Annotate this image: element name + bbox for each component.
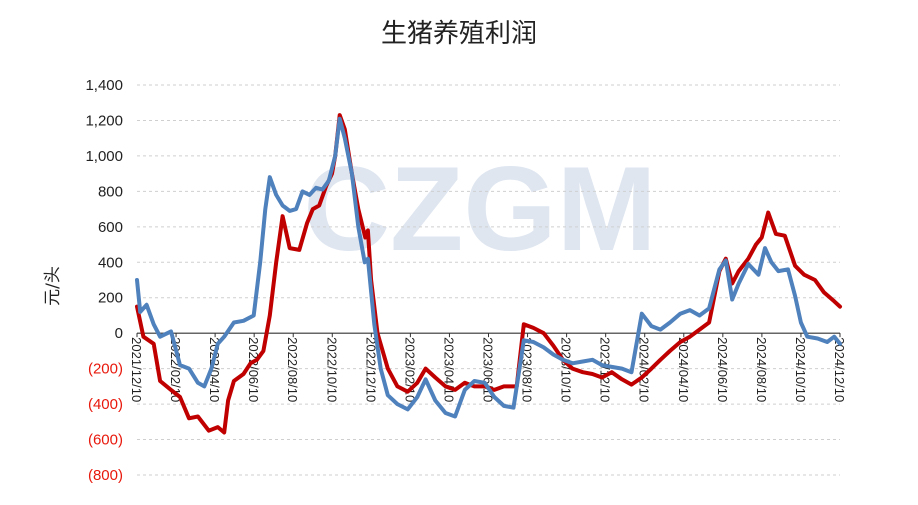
x-tick-label: 2022/10/10 xyxy=(324,337,339,402)
y-axis-label: 元/头 xyxy=(43,266,63,306)
y-tick-label: (600) xyxy=(88,432,123,449)
y-tick-label: 200 xyxy=(98,290,123,307)
x-tick-label: 2023/02/10 xyxy=(402,337,417,402)
y-tick-label: 600 xyxy=(98,219,123,236)
x-tick-label: 2023/12/10 xyxy=(598,337,613,402)
series-lines xyxy=(135,113,842,435)
y-tick-label: 1,200 xyxy=(85,112,123,129)
x-tick-label: 2021/12/10 xyxy=(129,337,144,402)
x-tick-label: 2024/10/10 xyxy=(793,337,808,402)
chart-title: 生猪养殖利润 xyxy=(381,19,537,49)
y-tick-label: (800) xyxy=(88,467,123,484)
x-tick-label: 2024/04/10 xyxy=(676,337,691,402)
x-tick-label: 2022/06/10 xyxy=(246,337,261,402)
y-tick-labels: 1,400 1,200 1,000 800 600 400 200 0 (200) (400) (6… xyxy=(85,77,123,484)
series-line-2 xyxy=(135,116,842,419)
x-tick-label: 2022/04/10 xyxy=(207,337,222,402)
x-tick-label: 2023/10/10 xyxy=(559,337,574,402)
y-tick-label: 800 xyxy=(98,183,123,200)
x-tick-label: 2022/02/10 xyxy=(168,337,183,402)
y-tick-label: 1,000 xyxy=(85,148,123,165)
x-tick-label: 2022/12/10 xyxy=(363,337,378,402)
x-tick-labels: 2021/12/10 2022/02/10 2022/04/10 2022/06/10… xyxy=(129,337,847,402)
x-tick-label: 2022/08/10 xyxy=(285,337,300,402)
x-tick-label: 2023/04/10 xyxy=(441,337,456,402)
x-tick-label: 2024/12/10 xyxy=(832,337,847,402)
gridlines xyxy=(136,84,841,476)
x-tick-label: 2024/06/10 xyxy=(715,337,730,402)
y-tick-label: 400 xyxy=(98,254,123,271)
y-tick-label: 0 xyxy=(115,325,123,342)
y-tick-label: (200) xyxy=(88,361,123,378)
y-tick-label: (400) xyxy=(88,396,123,413)
x-tick-label: 2024/02/10 xyxy=(637,337,652,402)
y-tick-label: 1,400 xyxy=(85,77,123,94)
x-tick-label: 2024/08/10 xyxy=(754,337,769,402)
